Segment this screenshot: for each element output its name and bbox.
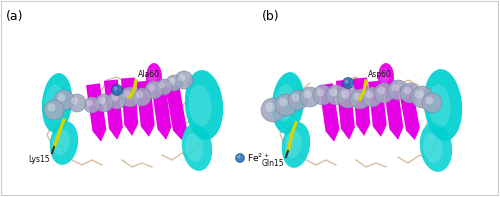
Ellipse shape	[400, 83, 420, 103]
Polygon shape	[398, 85, 420, 140]
Ellipse shape	[178, 74, 186, 81]
Polygon shape	[104, 79, 123, 140]
Polygon shape	[319, 83, 340, 142]
Text: Asp60: Asp60	[368, 70, 392, 79]
Ellipse shape	[114, 86, 118, 91]
Ellipse shape	[237, 155, 240, 159]
Ellipse shape	[50, 121, 78, 165]
Ellipse shape	[426, 97, 434, 104]
Text: (a): (a)	[6, 10, 24, 23]
Ellipse shape	[378, 63, 394, 91]
Ellipse shape	[304, 90, 312, 98]
Polygon shape	[86, 83, 106, 142]
Ellipse shape	[424, 69, 462, 141]
Ellipse shape	[392, 84, 400, 91]
Ellipse shape	[366, 90, 374, 98]
Ellipse shape	[185, 133, 203, 162]
Ellipse shape	[342, 77, 353, 88]
Ellipse shape	[350, 89, 370, 109]
Polygon shape	[121, 78, 138, 136]
Ellipse shape	[300, 87, 320, 107]
Ellipse shape	[133, 88, 151, 106]
Ellipse shape	[136, 91, 143, 98]
Text: Gln15: Gln15	[262, 159, 284, 168]
Ellipse shape	[292, 94, 300, 101]
Ellipse shape	[282, 122, 310, 168]
Ellipse shape	[145, 81, 163, 99]
Ellipse shape	[362, 87, 382, 107]
Ellipse shape	[378, 86, 386, 95]
Ellipse shape	[344, 79, 349, 84]
Ellipse shape	[112, 85, 122, 96]
Ellipse shape	[185, 70, 223, 140]
Ellipse shape	[337, 86, 359, 108]
Ellipse shape	[330, 88, 338, 97]
Ellipse shape	[98, 97, 106, 104]
Text: Lys15: Lys15	[28, 155, 50, 164]
Ellipse shape	[156, 79, 172, 95]
Ellipse shape	[148, 69, 157, 85]
Text: Ala60: Ala60	[138, 70, 160, 79]
Ellipse shape	[159, 82, 165, 88]
Polygon shape	[151, 81, 172, 140]
Polygon shape	[136, 80, 154, 137]
Ellipse shape	[87, 100, 93, 106]
Polygon shape	[166, 85, 187, 140]
Ellipse shape	[265, 102, 275, 112]
Ellipse shape	[182, 123, 212, 171]
Ellipse shape	[374, 83, 394, 103]
Ellipse shape	[146, 63, 162, 91]
Ellipse shape	[108, 91, 126, 109]
Ellipse shape	[48, 103, 56, 112]
Ellipse shape	[404, 86, 411, 95]
Ellipse shape	[411, 86, 433, 108]
Ellipse shape	[415, 90, 424, 99]
Ellipse shape	[95, 94, 113, 112]
Ellipse shape	[54, 90, 74, 110]
Text: Fe$^{2+}$: Fe$^{2+}$	[247, 152, 270, 164]
Ellipse shape	[288, 90, 308, 110]
Ellipse shape	[279, 98, 287, 107]
Ellipse shape	[111, 94, 118, 101]
Polygon shape	[368, 80, 386, 137]
Ellipse shape	[261, 98, 285, 122]
Ellipse shape	[316, 88, 324, 97]
Ellipse shape	[326, 85, 346, 105]
Polygon shape	[383, 81, 404, 140]
Ellipse shape	[148, 84, 156, 91]
Ellipse shape	[175, 71, 193, 89]
Ellipse shape	[68, 94, 86, 112]
Ellipse shape	[275, 94, 297, 116]
Ellipse shape	[44, 100, 64, 120]
Text: (b): (b)	[262, 10, 280, 23]
Ellipse shape	[45, 85, 63, 120]
Polygon shape	[336, 79, 355, 140]
Ellipse shape	[420, 122, 452, 172]
Ellipse shape	[188, 85, 212, 126]
Ellipse shape	[236, 153, 244, 163]
Ellipse shape	[380, 69, 389, 85]
Ellipse shape	[388, 80, 408, 100]
Ellipse shape	[120, 87, 140, 107]
Polygon shape	[353, 78, 370, 136]
Ellipse shape	[422, 93, 442, 113]
Ellipse shape	[341, 90, 349, 99]
Ellipse shape	[58, 94, 66, 101]
Ellipse shape	[313, 85, 333, 105]
Ellipse shape	[354, 93, 362, 100]
Ellipse shape	[71, 97, 78, 104]
Ellipse shape	[423, 133, 442, 163]
Ellipse shape	[428, 84, 450, 127]
Ellipse shape	[124, 90, 132, 98]
Ellipse shape	[42, 73, 72, 133]
Ellipse shape	[275, 84, 294, 121]
Ellipse shape	[272, 72, 304, 134]
Ellipse shape	[84, 97, 100, 113]
Ellipse shape	[52, 129, 70, 155]
Ellipse shape	[166, 75, 182, 91]
Ellipse shape	[169, 78, 175, 84]
Ellipse shape	[284, 131, 302, 158]
